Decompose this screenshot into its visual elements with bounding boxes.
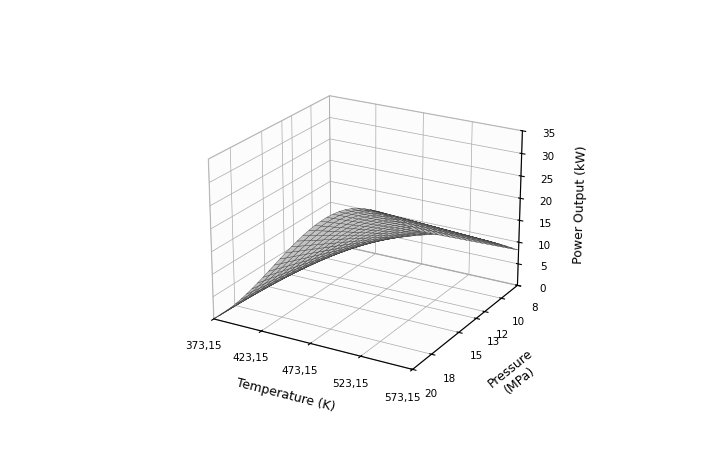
Y-axis label: Pressure
(MPa): Pressure (MPa): [485, 346, 545, 401]
X-axis label: Temperature (K): Temperature (K): [234, 376, 336, 413]
